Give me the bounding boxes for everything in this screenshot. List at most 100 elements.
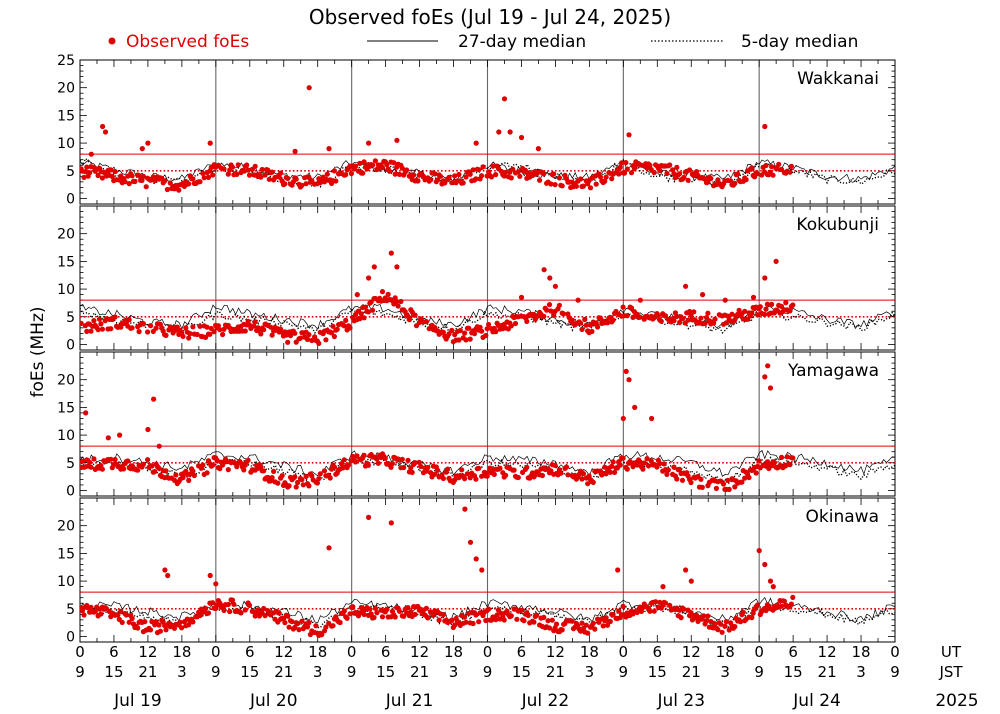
observed-point (546, 302, 553, 308)
observed-point (415, 178, 421, 184)
observed-point (259, 166, 265, 173)
y-tick-label: 20 (57, 373, 75, 389)
ut-tick-label: 6 (788, 643, 798, 661)
observed-point (473, 556, 479, 562)
observed-point (299, 618, 305, 624)
observed-point (379, 289, 386, 295)
observed-point (190, 468, 196, 474)
panel-plot-area (80, 85, 895, 193)
observed-point (694, 169, 700, 175)
observed-point (388, 250, 394, 256)
observed-point (452, 173, 458, 179)
observed-point (180, 333, 186, 339)
observed-point (341, 323, 347, 329)
observed-point (357, 160, 363, 166)
observed-point (186, 477, 192, 483)
y-tick-label: 0 (66, 629, 75, 645)
observed-point (338, 461, 345, 467)
observed-point (142, 619, 148, 625)
observed-point (623, 368, 629, 374)
observed-point (677, 319, 683, 326)
observed-point (108, 326, 114, 332)
observed-point (88, 604, 94, 611)
observed-point (603, 615, 609, 621)
observed-point (726, 627, 732, 633)
observed-point (282, 620, 288, 626)
observed-point (667, 162, 673, 168)
observed-point (353, 311, 359, 318)
observed-point (677, 466, 683, 472)
observed-point (609, 463, 615, 469)
observed-point (681, 174, 687, 180)
observed-point (535, 146, 542, 152)
observed-point (585, 481, 591, 487)
observed-point (292, 624, 298, 630)
observed-point (735, 171, 741, 177)
observed-point (412, 312, 418, 318)
observed-point (753, 470, 759, 476)
observed-point (306, 85, 312, 91)
jst-tick-label: 9 (347, 663, 357, 681)
observed-point (211, 329, 217, 335)
observed-point (467, 475, 473, 481)
observed-point (732, 180, 738, 186)
observed-point (510, 166, 516, 172)
observed-point (637, 314, 643, 320)
observed-point (486, 321, 492, 328)
observed-point (303, 181, 309, 187)
observed-point (261, 468, 267, 474)
observed-point (655, 313, 662, 319)
observed-point (374, 456, 380, 462)
observed-point (321, 468, 328, 474)
observed-point (501, 617, 507, 623)
observed-point (620, 304, 626, 310)
observed-point (292, 148, 298, 154)
observed-point (701, 613, 707, 619)
observed-point (583, 622, 589, 628)
observed-point (711, 320, 717, 326)
observed-point (788, 601, 795, 607)
observed-point (616, 608, 622, 614)
observed-point (732, 317, 738, 323)
observed-point (200, 462, 206, 468)
observed-point (621, 170, 628, 176)
observed-point (790, 594, 796, 601)
observed-point (507, 129, 513, 135)
observed-point (186, 335, 192, 341)
observed-point (372, 158, 378, 164)
observed-point (508, 613, 514, 619)
y-axis-label: foEs (MHz) (28, 306, 48, 397)
jst-tick-label: 9 (619, 663, 629, 681)
observed-point (179, 625, 185, 631)
observed-point (440, 475, 446, 482)
observed-point (457, 327, 463, 334)
observed-point (143, 184, 149, 190)
observed-point (473, 612, 479, 618)
ut-tick-label: 6 (109, 643, 119, 661)
observed-point (297, 335, 303, 341)
observed-point (361, 315, 367, 321)
year-label: 2025 (935, 691, 978, 711)
ut-tick-label: 18 (444, 643, 463, 661)
observed-point (754, 602, 761, 608)
observed-point (334, 326, 340, 332)
observed-point (337, 619, 343, 626)
observed-point (354, 453, 360, 459)
observed-point (662, 313, 669, 319)
jst-tick-label: 21 (546, 663, 565, 681)
observed-point (626, 132, 632, 138)
observed-point (418, 463, 424, 469)
observed-point (324, 171, 330, 177)
observed-point (515, 169, 521, 175)
observed-point (595, 324, 601, 330)
observed-point (661, 461, 667, 467)
ut-tick-label: 6 (381, 643, 391, 661)
observed-point (309, 473, 315, 479)
station-name: Yamagawa (787, 361, 879, 381)
observed-point (620, 603, 626, 609)
ut-tick-label: 12 (818, 643, 837, 661)
observed-point (135, 467, 141, 473)
y-tick-label: 0 (66, 191, 75, 207)
observed-point (521, 618, 527, 624)
observed-point (140, 461, 146, 467)
